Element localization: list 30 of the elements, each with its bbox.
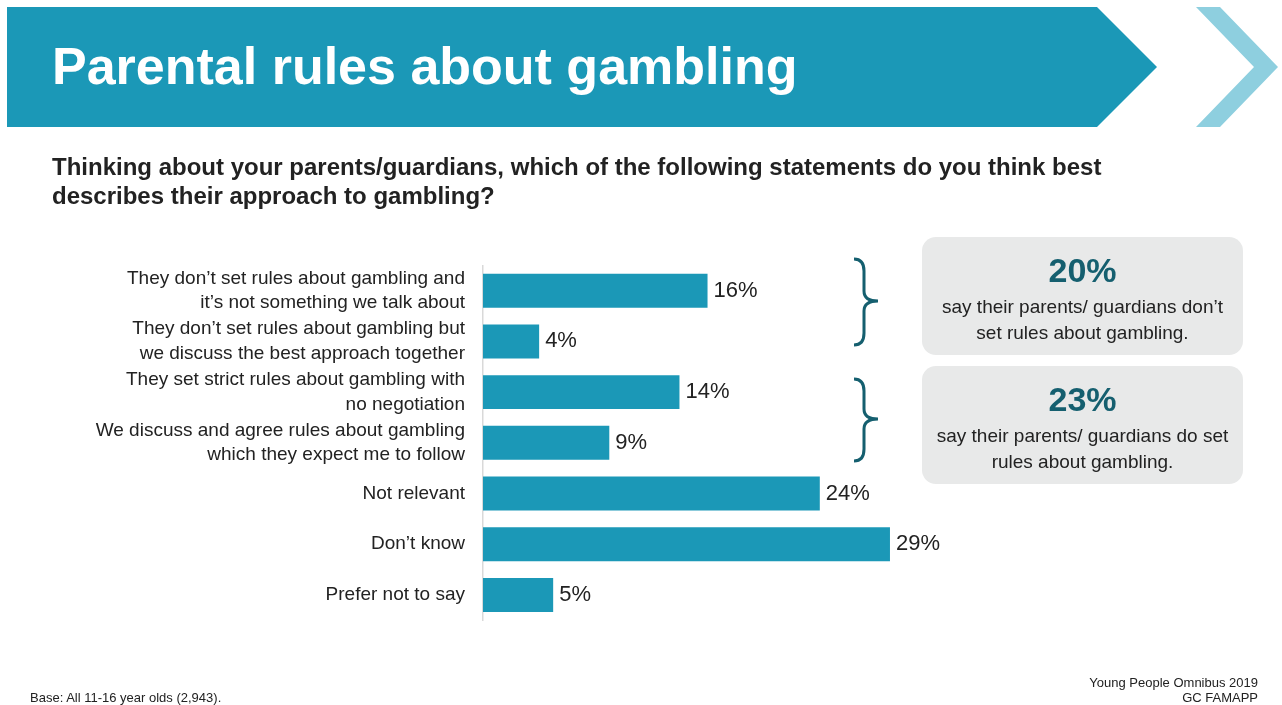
data-label: 16% (713, 276, 758, 302)
chart-subtitle: Thinking about your parents/guardians, which of the following statements do you think best describes their approach to gambling? (52, 152, 1103, 210)
data-label: 5% (559, 581, 591, 607)
bar (483, 577, 554, 612)
y-tick-label: They don’t set rules about gambling but we discuss the best approach together (132, 317, 466, 363)
y-tick-label: Not relevant (362, 481, 466, 503)
text: say their parents/ guardians do set rules about gambling. (935, 424, 1230, 474)
bar (483, 476, 820, 511)
text: GC FAMAPP (1182, 690, 1258, 705)
text: Base: All 11-16 year olds (2,943). (30, 690, 222, 705)
y-tick-label: We discuss and agree rules about gambling which they expect me to follow (95, 418, 466, 465)
y-tick-label: They don’t set rules about gambling and it’s not something we talk about (127, 266, 466, 313)
text: Young People Omnibus 2019 (1089, 675, 1258, 690)
data-label: 29% (895, 530, 941, 556)
bar (483, 527, 890, 562)
bar (483, 324, 540, 359)
chart-title: Parental rules about gambling (52, 36, 798, 96)
data-label: 24% (825, 479, 870, 505)
y-tick-label: Don’t know (371, 532, 466, 554)
bar (483, 375, 680, 410)
y-tick-label: They set strict rules about gambling with no negotiation (126, 368, 465, 414)
data-label: 14% (685, 378, 730, 404)
text: say their parents/ guardians don’t set rules about gambling. (941, 295, 1224, 345)
y-tick-label: Prefer not to say (325, 583, 466, 605)
data-label: 9% (615, 428, 648, 454)
bar (483, 425, 610, 460)
text: 23% (1047, 380, 1118, 419)
bar (483, 273, 708, 308)
data-label: 4% (545, 327, 577, 353)
text: 20% (1047, 251, 1118, 290)
